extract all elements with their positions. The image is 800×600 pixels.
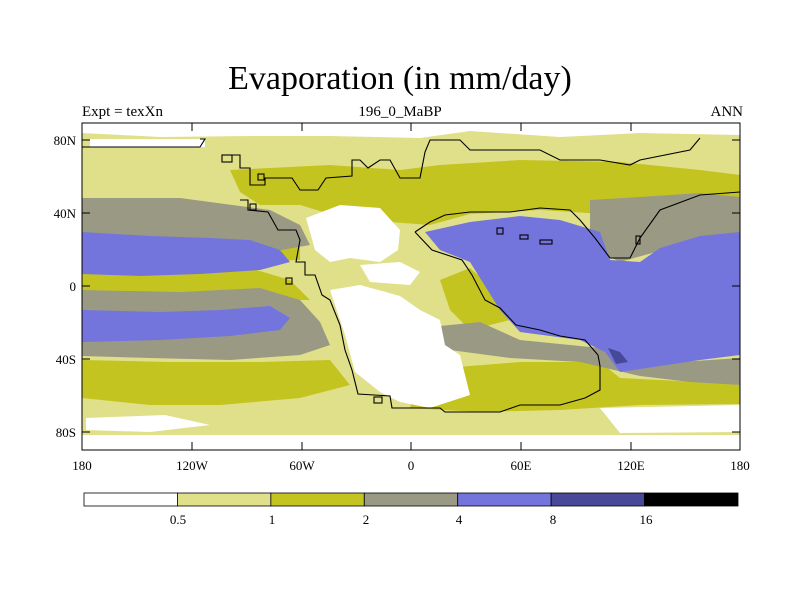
colorbar-label: 1 <box>269 512 276 527</box>
x-ticks <box>81 123 741 450</box>
x-tick-label: 60W <box>289 458 315 473</box>
season-label: ANN <box>710 104 744 120</box>
time-label: 196_0_MaBP <box>358 104 442 120</box>
band-4-8-north-pacific <box>82 232 290 276</box>
colorbar-label: 2 <box>363 512 370 527</box>
plot-title: Evaporation (in mm/day) <box>228 60 572 97</box>
x-tick-label: 180 <box>72 458 92 473</box>
band-4-8-indian-pacific <box>425 216 740 372</box>
coastlines <box>82 137 740 413</box>
colorbar-label: 0.5 <box>170 512 186 527</box>
y-ticks <box>82 139 740 433</box>
colorbar-swatch <box>457 492 552 507</box>
y-tick-label: 40N <box>54 206 77 221</box>
colorbar-label: 4 <box>456 512 463 527</box>
x-tick-label: 120E <box>617 458 645 473</box>
colorbar-swatch <box>177 492 272 507</box>
y-tick-label: 80S <box>56 425 76 440</box>
colorbar-label: 8 <box>550 512 557 527</box>
colorbar-label: 16 <box>640 512 654 527</box>
band-1-2-south <box>82 360 350 405</box>
land-white-north <box>306 205 400 262</box>
colorbar-swatch <box>550 492 645 507</box>
experiment-label: Expt = texXn <box>82 104 163 120</box>
x-tick-label: 120W <box>176 458 209 473</box>
colorbar-swatch <box>363 492 459 507</box>
x-tick-label: 0 <box>408 458 415 473</box>
y-tick-label: 0 <box>70 279 77 294</box>
band-8-16-patch <box>608 348 628 364</box>
colorbar-swatch <box>83 492 178 507</box>
y-tick-label: 80N <box>54 133 77 148</box>
colorbar <box>83 492 739 507</box>
x-tick-label: 60E <box>511 458 532 473</box>
map-field <box>82 123 740 450</box>
land-white-south <box>330 285 470 408</box>
band-4-8-south-pacific <box>82 306 290 342</box>
y-tick-label: 40S <box>56 352 76 367</box>
x-tick-label: 180 <box>730 458 750 473</box>
colorbar-swatch <box>270 492 365 507</box>
colorbar-swatch <box>644 492 739 507</box>
